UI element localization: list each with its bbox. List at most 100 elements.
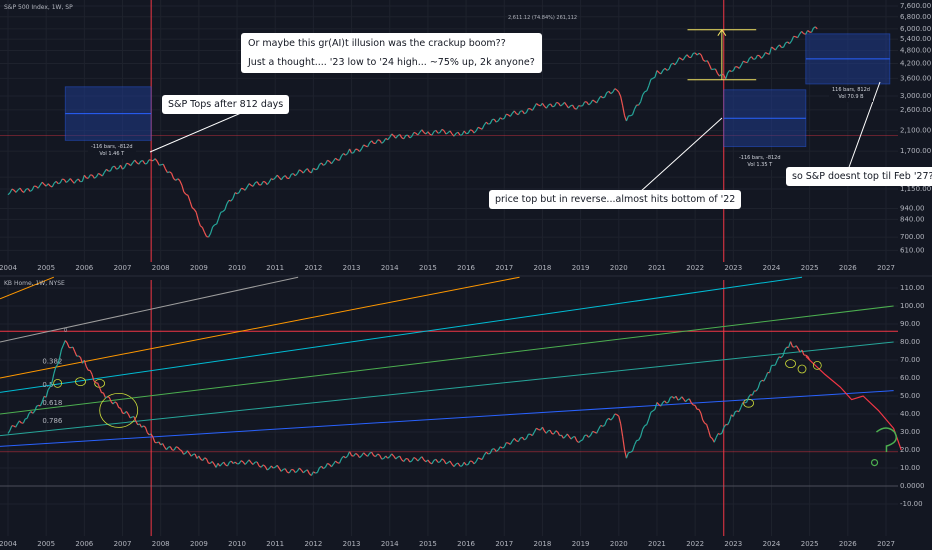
fib-label: 0.786 (42, 417, 63, 425)
kbh-segment (272, 466, 276, 469)
kbh-segment (179, 449, 183, 452)
sp500-segment (521, 110, 525, 115)
kbh-segment (610, 417, 614, 421)
year-tick-label: 2007 (114, 264, 132, 272)
sp500-segment (341, 153, 344, 157)
kbh-segment (129, 416, 133, 419)
sp500-segment (650, 77, 654, 80)
sp500-segment (193, 208, 197, 213)
kbh-segment (183, 452, 186, 455)
sp500-segment (479, 127, 483, 130)
kbh-segment (485, 451, 489, 455)
sp500-segment (670, 62, 674, 65)
kbh-segment (283, 468, 286, 470)
sp500-segment (656, 70, 660, 74)
price-tick-label: 60.00 (900, 374, 920, 382)
bottom-price-axis[interactable]: 110.00 100.00 90.00 80.00 70.00 60.00 50.00 40.… (900, 284, 925, 508)
kbh-segment (704, 422, 707, 425)
callout-sp-tops[interactable]: S&P Tops after 812 days (162, 95, 290, 114)
sp500-segment (140, 160, 144, 162)
kbh-segment (536, 427, 539, 431)
kbh-segment (700, 412, 704, 421)
sp500-segment (634, 104, 638, 110)
kbh-segment (790, 341, 794, 347)
sp500-segment (171, 173, 175, 179)
sp500-segment (349, 148, 353, 154)
sp500-segment (276, 174, 280, 178)
kbh-segment (266, 468, 270, 471)
kbh-segment (736, 410, 740, 413)
kbh-segment (211, 461, 215, 465)
kbh-segment (341, 455, 344, 459)
sp500-segment (516, 113, 519, 116)
kbh-segment (399, 455, 403, 461)
kbh-segment (744, 401, 747, 404)
sp500-segment (230, 198, 234, 202)
trend-line (0, 341, 894, 437)
callout-crackup[interactable]: Or maybe this gr(AI)t illusion was the c… (241, 33, 542, 73)
sp500-segment (445, 132, 449, 135)
zero-mark: 0 (64, 328, 67, 334)
year-tick-label: 2016 (457, 540, 475, 548)
kbh-segment (525, 434, 529, 439)
sp500-segment (413, 131, 417, 134)
sp500-segment (729, 69, 732, 73)
callout-reverse[interactable]: price top but in reverse...almost hits b… (489, 190, 742, 209)
year-tick-label: 2011 (266, 540, 284, 548)
sp500-segment (731, 70, 734, 73)
sp500-segment (154, 158, 158, 162)
sp500-segment (782, 42, 787, 48)
kbh-segment (755, 387, 759, 392)
sp500-segment (29, 189, 33, 192)
sp500-segment (455, 131, 459, 134)
kbh-segment (604, 419, 608, 426)
sp500-segment (801, 30, 805, 35)
sp500-segment (495, 120, 499, 123)
kbh-segment (34, 405, 38, 412)
kbh-segment (60, 344, 64, 350)
kbh-segment (343, 455, 346, 459)
bottom-time-axis[interactable]: 2004 2005 2006 2007 2008 2009 2010 2011 2012 2013… (0, 540, 895, 548)
year-tick-label: 2026 (839, 264, 857, 272)
sp500-segment (682, 56, 686, 61)
kbh-segment (276, 464, 280, 469)
measure-label: 2,611.12 (74.84%) 261,112 (508, 15, 577, 21)
sp500-segment (654, 70, 658, 78)
sp500-segment (631, 108, 636, 116)
sp500-segment (814, 26, 818, 30)
sp500-segment (771, 46, 774, 49)
trend-line (0, 305, 894, 415)
year-tick-label: 2027 (877, 540, 895, 548)
year-tick-label: 2017 (495, 540, 513, 548)
sp500-segment (346, 148, 351, 154)
sp500-segment (327, 159, 330, 162)
kbh-segment (226, 461, 230, 467)
drawings: 0.382 0.5 0.618 0.786 (0, 0, 902, 536)
sp500-segment (572, 104, 576, 109)
sp500-segment (256, 181, 260, 186)
kbh-segment (660, 402, 664, 407)
kbh-segment (620, 423, 624, 437)
kbh-segment (475, 457, 479, 462)
kbh-segment (541, 426, 545, 432)
sp500-segment (746, 58, 750, 63)
callout-feb27[interactable]: so S&P doesnt top til Feb '27?? (786, 167, 932, 186)
year-tick-label: 2025 (801, 540, 819, 548)
sp500-segment (266, 181, 270, 185)
kbh-segment (146, 432, 150, 436)
sp500-segment (598, 95, 602, 100)
sp500-segment (429, 133, 433, 136)
kbh-segment (453, 463, 457, 467)
sp500-segment (721, 73, 724, 76)
sp500-segment (694, 52, 698, 56)
top-time-axis[interactable]: 2004 2005 2006 2007 2008 2009 2010 2011 2012 2013… (0, 264, 895, 272)
sp500-segment (218, 212, 222, 219)
sp500-segment (503, 113, 507, 119)
trend-line (0, 390, 894, 447)
year-tick-label: 2021 (648, 540, 666, 548)
sp500-segment (395, 135, 399, 139)
kbh-segment (114, 401, 118, 404)
price-tick-label: 6,000.00 (900, 25, 931, 33)
sp500-segment (646, 85, 650, 92)
price-series (7, 26, 818, 477)
